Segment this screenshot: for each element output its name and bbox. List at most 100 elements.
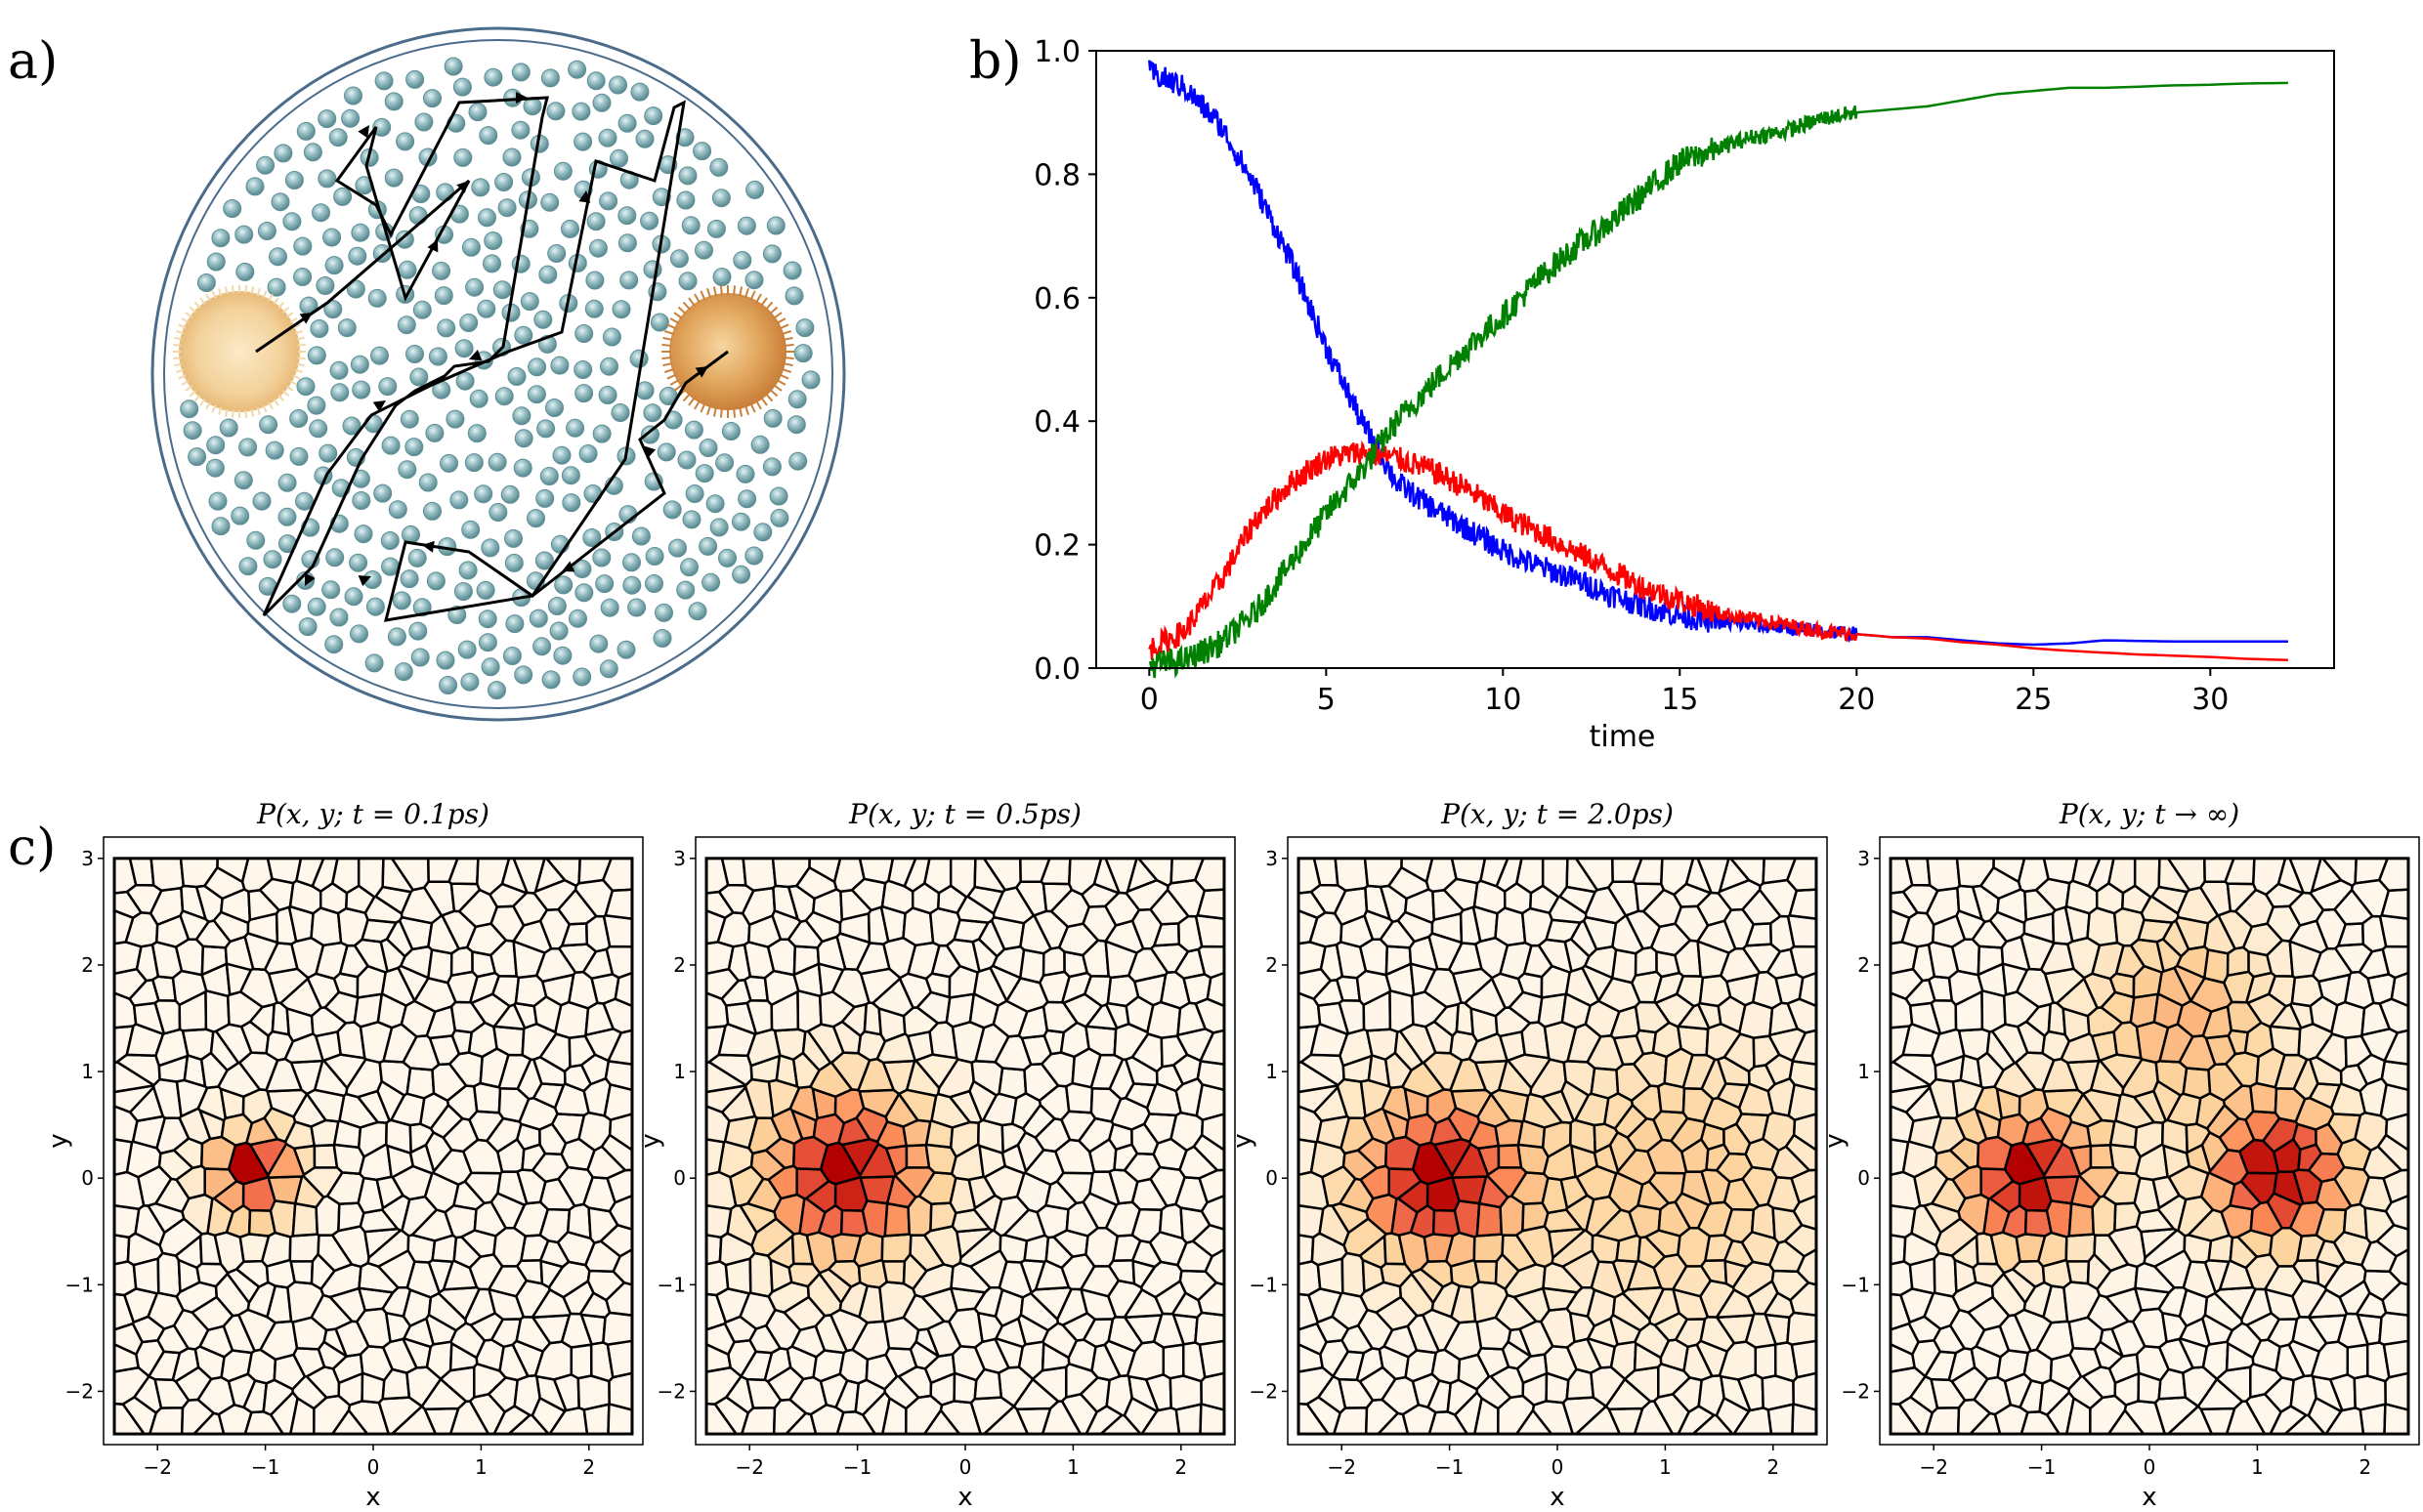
x-axis-label: x <box>1550 1483 1564 1512</box>
molecule-sphere <box>669 249 689 269</box>
molecule-sphere <box>405 69 425 89</box>
path-arrow <box>562 561 575 572</box>
random-walk-illustration <box>150 26 846 722</box>
molecule-sphere <box>316 276 335 295</box>
x-axis-label: x <box>365 1483 380 1512</box>
pollen-spike <box>688 297 696 307</box>
pollen-spike <box>218 288 223 297</box>
molecule-sphere <box>293 236 313 256</box>
pollen-spike <box>700 402 706 413</box>
molecule-sphere <box>329 360 349 380</box>
voronoi-cell <box>1611 948 1637 985</box>
voronoi-cell <box>427 948 453 985</box>
molecule-sphere <box>569 609 587 628</box>
molecule-sphere <box>307 396 326 415</box>
pollen-spike <box>700 290 706 301</box>
molecule-sphere <box>274 144 293 163</box>
pollen-spike <box>779 373 789 380</box>
voronoi-cell <box>2067 1201 2096 1238</box>
pollen-spike <box>277 394 285 402</box>
heatmap-panel-1: −2 −1 0 1 2 −2 −1 0 1 2 3 x y P(x, y; t = 0.1ps) <box>44 798 644 1512</box>
pollen-spike <box>744 288 749 299</box>
panel-b-label: b) <box>969 32 1022 91</box>
molecule-sphere <box>552 445 572 465</box>
heatmap-row: −2 −1 0 1 2 −2 −1 0 1 2 3 x y P(x, y; t = 0.1ps) −2 −1 0… <box>44 798 2420 1512</box>
molecule-sphere <box>629 349 649 368</box>
molecule-sphere <box>598 386 617 404</box>
y-tick-label: 0.6 <box>1034 282 1081 316</box>
pollen-spike <box>281 390 290 398</box>
molecule-sphere <box>582 528 602 547</box>
molecule-sphere <box>267 277 286 297</box>
x-tick-label: −1 <box>251 1455 279 1479</box>
molecule-sphere <box>425 423 445 442</box>
voronoi-cell <box>156 1251 182 1298</box>
molecule-sphere <box>423 501 442 521</box>
molecule-sphere <box>592 424 612 443</box>
molecule-sphere <box>478 208 496 228</box>
molecule-sphere <box>529 609 548 628</box>
molecule-sphere <box>458 561 478 580</box>
x-tick-label: 1 <box>2251 1455 2264 1479</box>
pollen-spike <box>712 406 717 417</box>
molecule-sphere <box>678 272 698 291</box>
voronoi-cell <box>2378 914 2410 948</box>
molecule-sphere <box>282 212 302 231</box>
molecule-sphere <box>478 609 497 629</box>
molecule-sphere <box>234 471 253 490</box>
molecule-sphere <box>444 57 463 76</box>
y-tick-label: 0.4 <box>1034 405 1081 440</box>
pollen-spike <box>776 379 786 386</box>
molecule-sphere <box>573 667 592 687</box>
molecule-sphere <box>640 211 659 231</box>
molecule-sphere <box>610 148 628 168</box>
voronoi-cell <box>566 1202 592 1240</box>
pollen-spike <box>174 336 183 341</box>
y-tick-label: −2 <box>1250 1379 1278 1403</box>
y-tick-label: 2 <box>1857 953 1870 977</box>
x-tick-label: 30 <box>2191 683 2229 717</box>
voronoi-cell <box>1933 1251 1958 1298</box>
pollen-spike <box>664 367 675 373</box>
molecule-sphere <box>699 536 718 556</box>
molecule-sphere <box>644 106 663 126</box>
molecule-sphere <box>426 571 446 591</box>
path-arrow <box>305 572 316 586</box>
molecule-sphere <box>483 254 501 273</box>
molecule-sphere <box>407 548 427 567</box>
molecule-sphere <box>511 63 531 82</box>
molecule-sphere <box>365 597 385 616</box>
molecule-sphere <box>574 132 593 151</box>
voronoi-cell <box>2203 948 2230 985</box>
path-arrow <box>422 540 435 553</box>
molecule-sphere <box>736 464 755 483</box>
molecule-sphere <box>238 438 258 457</box>
x-tick-label: −2 <box>1919 1455 1947 1479</box>
molecule-sphere <box>657 442 676 462</box>
molecule-sphere <box>349 553 368 572</box>
y-tick-label: 3 <box>81 847 94 870</box>
heatmap-panel-3: −2 −1 0 1 2 −2 −1 0 1 2 3 x y P(x, y; t = 2.0ps) <box>1228 798 1828 1512</box>
molecule-sphere <box>481 538 500 558</box>
molecule-sphere <box>432 261 451 280</box>
pollen-spike <box>262 404 268 413</box>
molecule-sphere <box>323 300 343 319</box>
pollen-spike <box>211 404 217 413</box>
voronoi-cell <box>1198 1339 1226 1379</box>
voronoi-cell <box>291 1201 319 1238</box>
molecule-sphere <box>533 310 553 329</box>
pollen-spike <box>205 401 211 410</box>
voronoi-cell <box>602 914 634 948</box>
molecule-sphere <box>586 71 606 91</box>
pollen-spike <box>712 286 717 297</box>
pollen-spike <box>733 285 737 296</box>
molecule-sphere <box>715 453 735 473</box>
molecule-sphere <box>793 344 813 363</box>
molecule-sphere <box>592 548 612 567</box>
molecule-sphere <box>354 525 373 544</box>
molecule-sphere <box>684 420 703 440</box>
molecule-sphere <box>298 617 318 637</box>
molecule-sphere <box>373 483 393 503</box>
molecule-sphere <box>457 640 477 659</box>
molecule-sphere <box>211 229 231 248</box>
